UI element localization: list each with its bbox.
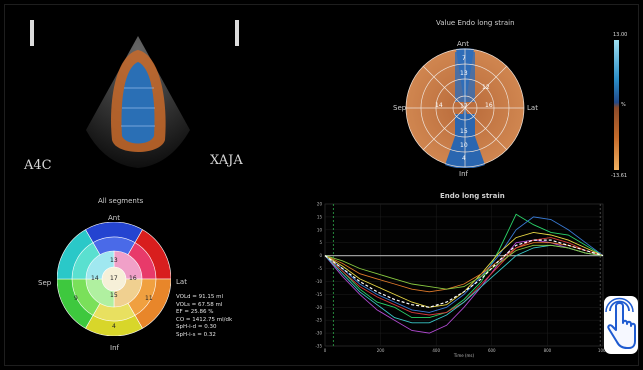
colorbar-min: -13.61 — [611, 173, 627, 179]
stat-vols: VOLs = 67.58 ml — [176, 302, 232, 310]
stat-sphi-s: SpH-i-s = 0.32 — [176, 332, 232, 340]
bullseye-bottom-label-lat: Lat — [176, 278, 187, 286]
x-tick-label: 600 — [488, 348, 496, 353]
seg-13: 13 — [110, 257, 118, 264]
bullseye-top-label-inf: Inf — [459, 170, 468, 178]
seg-7: 7 — [462, 55, 466, 62]
seg-12: 12 — [482, 84, 490, 91]
y-tick-label: -5 — [318, 266, 322, 271]
colorbar-mid: % — [621, 102, 626, 108]
y-tick-label: -20 — [315, 305, 322, 310]
seg-17: 17 — [110, 275, 118, 282]
seg-14: 14 — [91, 275, 99, 282]
touch-mode-button[interactable] — [604, 296, 638, 354]
seg-17: 17 — [460, 103, 468, 110]
hand-pointer-icon — [604, 296, 638, 354]
seg-4: 4 — [112, 323, 116, 330]
bullseye-top-segment-labels: 7 13 12 14 17 16 15 10 4 — [405, 48, 525, 168]
y-tick-label: -25 — [315, 318, 322, 323]
seg-15: 15 — [460, 128, 468, 135]
volume-stats: VOLd = 91.15 ml VOLs = 67.58 ml EF = 25.… — [176, 294, 232, 340]
probe-marker-right — [235, 20, 239, 46]
x-tick-label: 400 — [432, 348, 440, 353]
y-tick-label: -35 — [315, 344, 322, 349]
bullseye-bottom-title: All segments — [98, 197, 143, 205]
seg-13: 13 — [460, 70, 468, 77]
y-tick-label: 15 — [317, 214, 323, 219]
view-label-xaja: XAJA — [210, 153, 243, 168]
bullseye-top-title: Value Endo long strain — [436, 19, 515, 27]
stat-co: CO = 1412.75 ml/dk — [176, 317, 232, 325]
x-axis-label: Time (ms) — [453, 353, 475, 358]
bullseye-bottom-label-sep: Sep — [38, 279, 51, 287]
seg-16: 16 — [485, 102, 493, 109]
bullseye-bottom-segment-labels: 13 14 17 16 15 9 11 4 — [57, 222, 171, 336]
bullseye-top-label-lat: Lat — [527, 104, 538, 112]
y-tick-label: 20 — [317, 202, 323, 207]
y-tick-label: -15 — [315, 292, 322, 297]
y-tick-label: -30 — [315, 331, 322, 336]
probe-marker-left — [30, 20, 34, 46]
stat-ef: EF = 25.86 % — [176, 309, 232, 317]
seg-15: 15 — [110, 292, 118, 299]
x-tick-label: 0 — [324, 348, 327, 353]
x-tick-label: 800 — [544, 348, 552, 353]
x-tick-label: 200 — [377, 348, 385, 353]
seg-10: 10 — [460, 142, 468, 149]
stat-vold: VOLd = 91.15 ml — [176, 294, 232, 302]
y-tick-label: -10 — [315, 279, 322, 284]
bullseye-bottom-label-ant: Ant — [108, 214, 120, 222]
seg-9: 9 — [74, 295, 78, 302]
colorbar — [614, 40, 619, 170]
seg-11: 11 — [145, 295, 153, 302]
colorbar-max: 13.00 — [613, 32, 627, 38]
seg-16: 16 — [129, 275, 137, 282]
stat-sphi-d: SpH-i-d = 0.30 — [176, 324, 232, 332]
bullseye-top-label-ant: Ant — [457, 40, 469, 48]
y-tick-label: 0 — [319, 253, 322, 258]
seg-4: 4 — [462, 155, 466, 162]
bullseye-bottom-label-inf: Inf — [110, 344, 119, 352]
seg-14: 14 — [435, 102, 443, 109]
y-tick-label: 10 — [317, 227, 323, 232]
y-tick-label: 5 — [319, 240, 322, 245]
view-label-a4c: A4C — [24, 158, 52, 173]
